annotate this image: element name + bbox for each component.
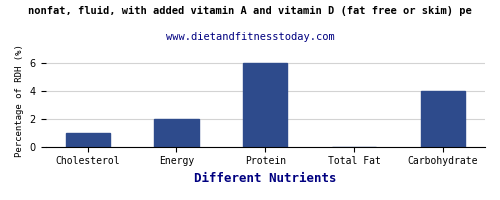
Bar <box>154 119 198 147</box>
Bar <box>420 91 465 147</box>
Bar <box>66 133 110 147</box>
X-axis label: Different Nutrients: Different Nutrients <box>194 172 336 185</box>
Text: www.dietandfitnesstoday.com: www.dietandfitnesstoday.com <box>166 32 334 42</box>
Y-axis label: Percentage of RDH (%): Percentage of RDH (%) <box>15 44 24 157</box>
Text: nonfat, fluid, with added vitamin A and vitamin D (fat free or skim) pe: nonfat, fluid, with added vitamin A and … <box>28 6 472 16</box>
Bar <box>243 63 288 147</box>
